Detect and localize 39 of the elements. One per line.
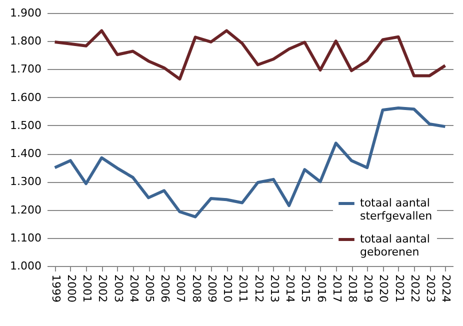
x-tick-label: 2000 — [64, 274, 78, 302]
x-tick-label: 2012 — [252, 274, 266, 302]
y-tick-label: 1.400 — [10, 147, 42, 160]
y-tick-label: 1.700 — [10, 62, 42, 76]
x-tick-label: 2009 — [205, 274, 218, 302]
x-tick-label: 2002 — [96, 274, 110, 302]
x-tick-label: 2010 — [221, 274, 234, 302]
x-tick-label: 2024 — [440, 274, 453, 302]
x-tick-label: 2013 — [268, 274, 281, 302]
legend-label: totaal aantal geborenen — [360, 232, 430, 258]
y-tick-label: 1.000 — [10, 260, 42, 272]
y-tick-label: 1.200 — [10, 203, 42, 216]
y-tick-label: 1.600 — [10, 90, 42, 104]
legend-label: totaal aantal sterfgevallen — [360, 196, 432, 222]
y-tick-label: 1.500 — [10, 118, 42, 132]
x-tick-label: 2023 — [424, 274, 438, 302]
x-tick-label: 2014 — [284, 274, 297, 302]
x-tick-label: 2017 — [330, 274, 344, 302]
x-tick-label: 2004 — [127, 274, 140, 302]
line-series — [53, 29, 447, 81]
y-tick-label: 1.900 — [10, 6, 42, 20]
x-tick-label: 2007 — [174, 274, 188, 302]
x-tick-label: 1999 — [49, 274, 62, 302]
x-tick-label: 2016 — [314, 274, 328, 302]
x-tick-label: 2008 — [190, 274, 203, 302]
x-tick-label: 2011 — [236, 274, 250, 302]
x-tick-label: 2020 — [377, 274, 390, 302]
x-tick-label: 2001 — [80, 274, 94, 302]
y-tick-label: 1.300 — [10, 175, 42, 188]
x-tick-label: 2019 — [362, 274, 375, 302]
x-tick-label: 2005 — [143, 274, 156, 302]
x-tick-label: 2015 — [299, 274, 312, 302]
y-tick-label: 1.100 — [10, 231, 42, 244]
x-tick-label: 2018 — [346, 274, 359, 302]
x-tick-label: 2021 — [392, 274, 406, 302]
y-tick-label: 1.800 — [10, 34, 42, 48]
x-tick-label: 2003 — [112, 274, 125, 302]
x-tick-label: 2006 — [158, 274, 172, 302]
x-tick-label: 2022 — [408, 274, 422, 302]
